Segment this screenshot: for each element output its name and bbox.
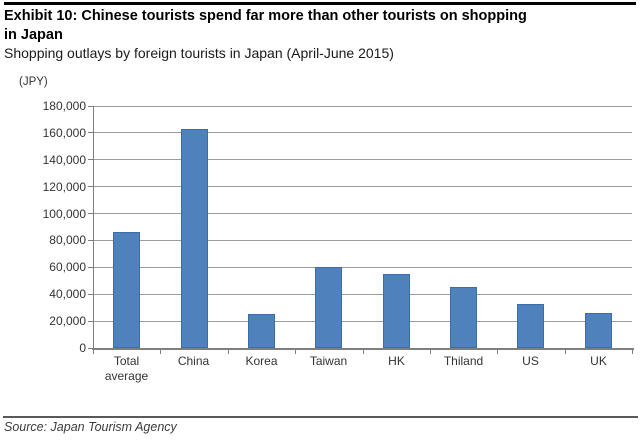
gridline [93, 239, 632, 241]
bottom-divider [3, 416, 638, 418]
y-tick-label: 140,000 [42, 152, 86, 167]
bar [113, 232, 140, 348]
bar [450, 287, 477, 348]
x-axis-tick [497, 350, 498, 354]
gridline [93, 213, 632, 215]
x-axis-tick [565, 350, 566, 354]
y-axis-tick [88, 213, 93, 215]
y-tick-label: 40,000 [49, 287, 86, 302]
x-tick-label: Thiland [443, 354, 484, 368]
bar [585, 313, 612, 348]
x-axis-tick [228, 350, 229, 354]
top-divider [4, 2, 636, 5]
bar [315, 267, 342, 348]
y-axis-tick [88, 239, 93, 241]
exhibit-title-line1: Exhibit 10: Chinese tourists spend far m… [4, 8, 527, 24]
y-axis-tick [88, 159, 93, 161]
y-axis-tick [88, 347, 93, 349]
x-axis-tick [430, 350, 431, 354]
y-axis-tick [88, 320, 93, 322]
x-axis-tick [632, 350, 633, 354]
y-axis-tick [88, 293, 93, 295]
y-axis-tick [88, 186, 93, 188]
gridline [93, 186, 632, 188]
exhibit-title-line2: in Japan [4, 26, 63, 43]
x-tick-label: Total average [104, 354, 149, 383]
y-tick-label: 80,000 [49, 233, 86, 248]
x-axis-line [92, 348, 634, 350]
gridline [93, 266, 632, 268]
y-axis-line [93, 106, 94, 349]
y-axis-unit-label: (JPY) [19, 76, 48, 88]
x-axis-tick [363, 350, 364, 354]
y-tick-label: 60,000 [49, 260, 86, 275]
y-axis-tick [88, 266, 93, 268]
x-axis-tick [93, 350, 94, 354]
chart-subtitle: Shopping outlays by foreign tourists in … [4, 45, 394, 61]
bar [517, 304, 544, 348]
gridline [93, 105, 632, 107]
x-tick-label: China [177, 354, 210, 368]
y-axis-tick [88, 105, 93, 107]
x-tick-label: HK [388, 354, 405, 368]
x-axis-tick [295, 350, 296, 354]
y-tick-label: 180,000 [42, 99, 86, 113]
bar [248, 314, 275, 348]
x-tick-label: Taiwan [309, 354, 348, 368]
bar [383, 274, 410, 348]
gridline [93, 320, 632, 322]
y-tick-label: 160,000 [42, 125, 86, 140]
x-tick-label: UK [590, 354, 607, 368]
bar [181, 129, 208, 348]
x-tick-label: US [522, 354, 539, 368]
y-tick-label: 20,000 [49, 314, 86, 329]
exhibit-title: Exhibit 10: Chinese tourists spend far m… [4, 7, 638, 44]
y-axis-tick [88, 132, 93, 134]
x-axis-tick [160, 350, 161, 354]
gridline [93, 159, 632, 161]
y-tick-label: 120,000 [42, 179, 86, 194]
y-tick-label: 0 [79, 341, 86, 355]
x-tick-label: Korea [245, 354, 278, 368]
y-tick-label: 100,000 [42, 206, 86, 221]
gridline [93, 132, 632, 134]
gridline [93, 293, 632, 295]
source-note: Source: Japan Tourism Agency [4, 420, 177, 434]
